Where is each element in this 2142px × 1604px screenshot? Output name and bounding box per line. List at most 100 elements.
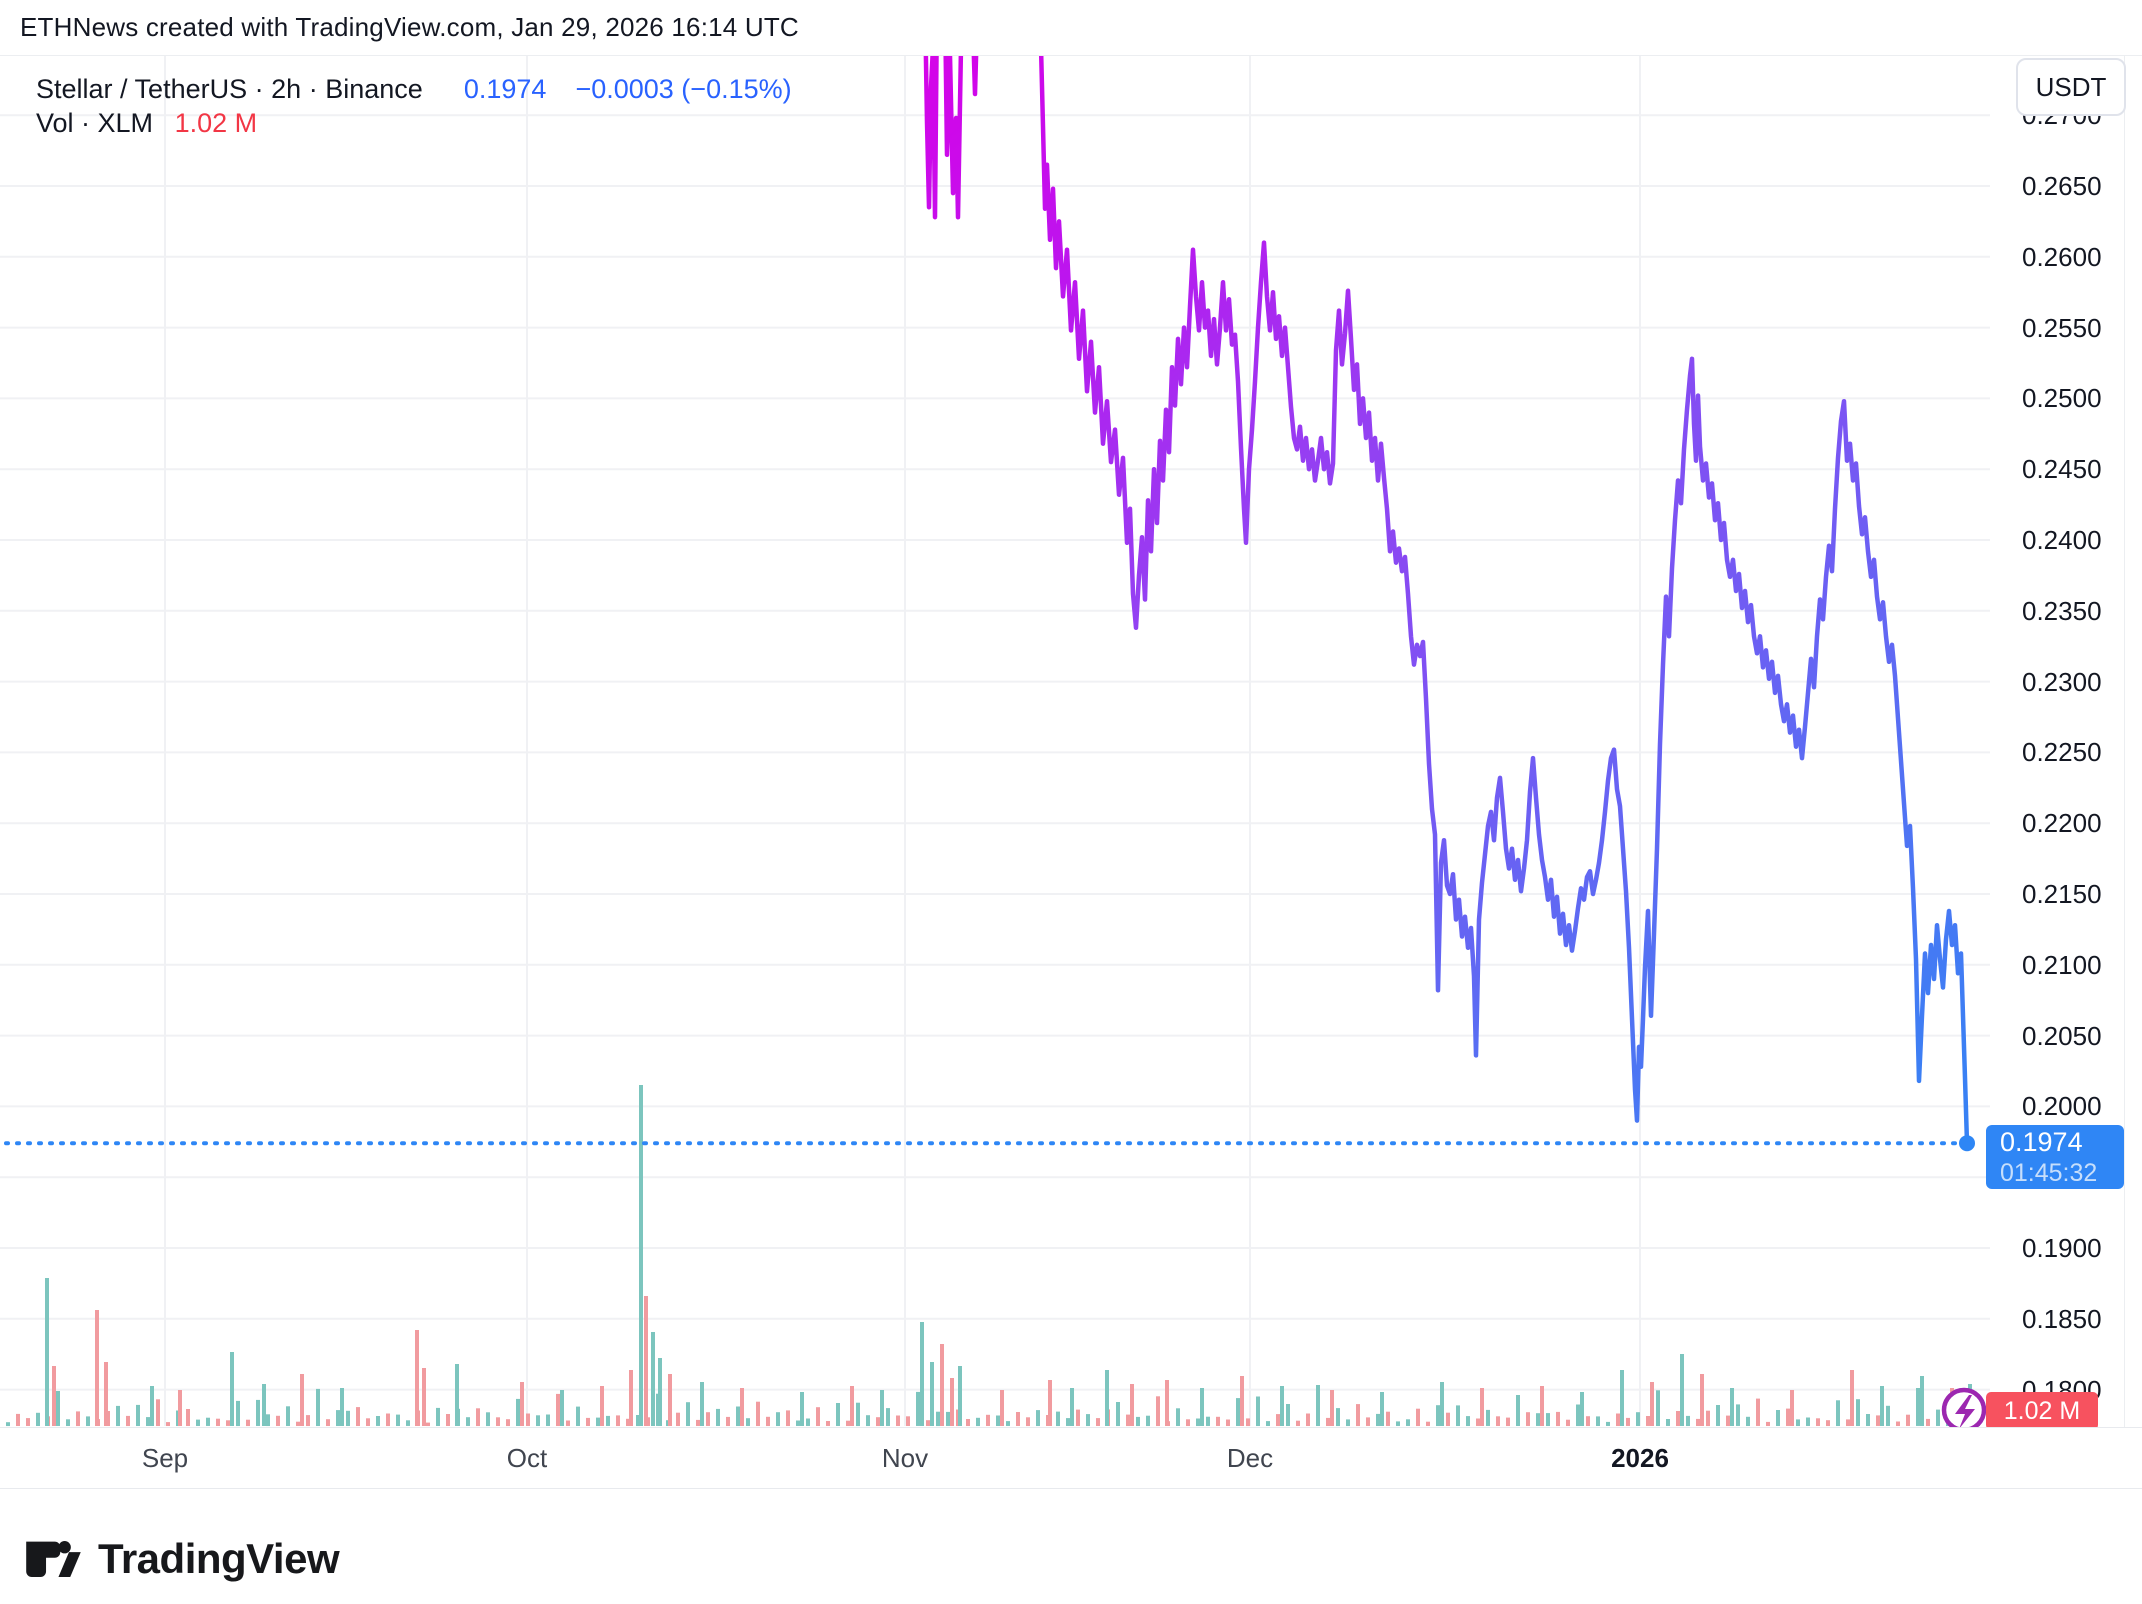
time-scale-label-dec: Dec [1226, 1443, 1274, 1473]
price-scale-label: 0.2550 [2022, 312, 2102, 343]
currency-toggle-button[interactable]: USDT [2016, 58, 2126, 116]
volume-bar [166, 1422, 170, 1427]
symbol-legend[interactable]: Stellar / TetherUS · 2h · Binance 0.1974… [36, 74, 792, 105]
time-scale[interactable]: Sep Oct Nov Dec 2026 [0, 1427, 2142, 1489]
price-line [923, 55, 1970, 1146]
volume-bar [1306, 1413, 1310, 1427]
volume-bar [1440, 1382, 1444, 1426]
volume-bar [1336, 1408, 1340, 1427]
legend-last-price: 0.1974 [463, 74, 547, 104]
volume-bar [1790, 1390, 1794, 1426]
last-price-tag: 0.1974 01:45:32 [1986, 1125, 2124, 1190]
volume-bar [1380, 1392, 1384, 1426]
volume-bar [644, 1296, 648, 1426]
exchange-name[interactable]: Binance [325, 74, 423, 104]
volume-bar [1616, 1413, 1620, 1427]
volume-bar [876, 1417, 880, 1427]
volume-bar [1016, 1412, 1020, 1426]
volume-bar [986, 1414, 990, 1426]
volume-bar [1266, 1421, 1270, 1426]
volume-bar [556, 1393, 560, 1427]
volume-bar [1856, 1399, 1860, 1427]
volume-bar [446, 1414, 450, 1427]
volume-bar [1786, 1408, 1790, 1426]
volume-bar [920, 1322, 924, 1426]
volume-bar [276, 1415, 280, 1426]
volume-bar [1330, 1390, 1334, 1426]
volume-histogram [6, 1085, 1980, 1427]
price-scale-label: 0.2250 [2022, 737, 2102, 768]
volume-bar [1376, 1413, 1380, 1427]
volume-bar [906, 1416, 910, 1426]
volume-bar [1446, 1412, 1450, 1427]
volume-bar [866, 1415, 870, 1427]
volume-bar [266, 1414, 270, 1427]
volume-tag: 1.02 M [1986, 1392, 2098, 1430]
volume-bar [66, 1419, 70, 1427]
volume-bar [1456, 1405, 1460, 1427]
volume-bar [1136, 1416, 1140, 1427]
volume-bar [26, 1418, 30, 1426]
volume-legend[interactable]: Vol · XLM 1.02 M [36, 108, 257, 139]
volume-bar [940, 1344, 944, 1426]
volume-bar [262, 1384, 266, 1426]
volume-bar [415, 1330, 419, 1426]
volume-bar [1876, 1415, 1880, 1426]
volume-bar [406, 1420, 410, 1426]
volume-bar [1796, 1419, 1800, 1427]
right-edge-divider [2124, 55, 2125, 1487]
volume-bar [346, 1410, 350, 1426]
volume-bar [856, 1402, 860, 1427]
lightning-icon[interactable] [1941, 1387, 1987, 1433]
price-scale-label: 0.2650 [2022, 171, 2102, 201]
volume-bar [196, 1419, 200, 1426]
volume-bar [676, 1412, 680, 1426]
volume-bar [1936, 1409, 1940, 1426]
symbol-title[interactable]: Stellar / TetherUS [36, 74, 248, 104]
volume-bar [340, 1388, 344, 1426]
interval-value[interactable]: 2h [271, 74, 302, 104]
volume-bar [1036, 1410, 1040, 1427]
volume-bar [306, 1415, 310, 1427]
volume-bar [286, 1406, 290, 1426]
volume-bar [1886, 1405, 1890, 1426]
volume-bar [1200, 1388, 1204, 1426]
volume-bar [1726, 1415, 1730, 1427]
volume-bar [300, 1374, 304, 1426]
volume-bar [1826, 1420, 1830, 1427]
volume-bar [629, 1370, 633, 1426]
volume-bar [1246, 1418, 1250, 1427]
volume-bar [886, 1408, 890, 1426]
volume-bar [796, 1420, 800, 1426]
volume-bar [1596, 1416, 1600, 1426]
volume-bar [326, 1419, 330, 1427]
price-scale-label: 0.2150 [2022, 879, 2102, 909]
volume-bar [1226, 1419, 1230, 1427]
tradingview-logo[interactable]: TradingView [20, 1528, 340, 1590]
volume-bar [786, 1410, 790, 1427]
volume-bar [596, 1417, 600, 1427]
volume-bar [776, 1412, 780, 1427]
volume-bar [836, 1403, 840, 1426]
price-scale[interactable]: 0.27000.26500.26000.25500.25000.24500.24… [2010, 55, 2142, 1427]
volume-bar [1426, 1421, 1430, 1426]
price-scale-label: 0.2050 [2022, 1020, 2102, 1051]
volume-bar [52, 1366, 56, 1426]
volume-bar [1316, 1385, 1320, 1427]
volume-bar [466, 1417, 470, 1426]
volume-bar [1256, 1396, 1260, 1427]
price-scale-label: 0.2200 [2022, 808, 2102, 839]
volume-bar [616, 1415, 620, 1427]
volume-bar [846, 1420, 850, 1427]
volume-bar [1476, 1418, 1480, 1426]
volume-bar [936, 1411, 940, 1427]
volume-bar [426, 1422, 430, 1427]
volume-bar [476, 1408, 480, 1427]
price-scale-label: 0.2350 [2022, 595, 2102, 626]
volume-bar [45, 1278, 49, 1426]
price-scale-label: 0.1900 [2022, 1233, 2102, 1263]
volume-bar [1746, 1416, 1750, 1427]
volume-bar [1486, 1409, 1490, 1426]
volume-bar [1696, 1418, 1700, 1426]
